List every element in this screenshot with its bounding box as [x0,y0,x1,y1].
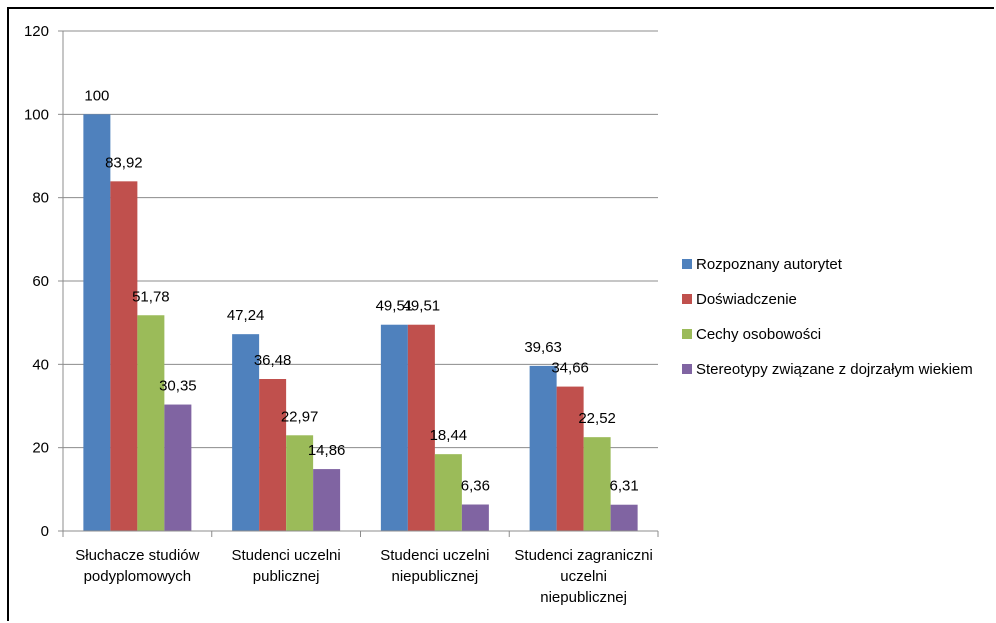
bar [407,324,435,531]
data-label: 49,51 [376,298,414,315]
x-category-label: uczelni [560,568,607,585]
legend-swatch [682,364,692,374]
bar [556,386,584,531]
bar [461,504,489,531]
y-tick-label: 60 [32,273,49,290]
legend-entry: Rozpoznany autorytet [696,256,843,273]
bar [583,437,611,531]
data-label: 6,31 [610,478,639,495]
data-label: 22,97 [281,408,319,425]
x-category-label: Studenci uczelni [380,547,489,564]
x-category-label: Słuchacze studiów [75,547,199,564]
data-label: 47,24 [227,307,265,324]
y-tick-label: 40 [32,356,49,373]
bar [286,435,314,531]
legend-entry: Stereotypy związane z dojrzałym wiekiem [696,361,973,378]
y-tick-label: 0 [41,523,49,540]
data-label: 18,44 [430,427,468,444]
bar [313,469,341,531]
x-category-label: Studenci uczelni [232,547,341,564]
y-tick-label: 80 [32,190,49,207]
legend-swatch [682,294,692,304]
data-label: 100 [84,87,109,104]
data-label: 36,48 [254,352,292,369]
bar [610,504,638,531]
legend-entry: Doświadczenie [696,291,797,308]
data-label: 49,51 [403,298,441,315]
legend-swatch [682,259,692,269]
bar [434,454,462,531]
x-category-label: Studenci zagraniczni [514,547,652,564]
y-axis-ticks: 0 20 40 60 80 100 120 [24,23,63,540]
data-label: 51,78 [132,288,170,305]
bar [232,334,260,531]
y-tick-label: 100 [24,106,49,123]
x-category-label: publicznej [253,568,320,585]
bar [259,379,287,531]
bar [380,324,408,531]
data-label: 6,36 [461,478,490,495]
x-category-label: niepublicznej [392,568,479,585]
y-tick-label: 120 [24,23,49,40]
bar [137,315,165,531]
legend-entry: Cechy osobowości [696,326,821,343]
x-category-label: podyplomowych [84,568,192,585]
data-label: 34,66 [551,360,589,377]
bar [529,365,557,531]
bar [110,181,138,532]
bar [83,114,111,531]
data-label: 14,86 [308,442,346,459]
x-axis-categories: Słuchacze studiów podyplomowych Studenci u… [75,547,653,606]
x-category-label: niepublicznej [540,589,627,606]
data-label: 22,52 [578,410,616,427]
y-tick-label: 20 [32,440,49,457]
legend: Rozpoznany autorytet Doświadczenie Cechy o… [682,256,973,378]
data-label: 39,63 [524,339,562,356]
bars [83,114,638,532]
legend-swatch [682,329,692,339]
data-label: 30,35 [159,378,197,395]
data-labels: 100 83,92 51,78 30,35 47,24 36,48 22,97 14,86 49… [84,87,638,494]
data-label: 83,92 [105,154,143,171]
bar [164,404,192,531]
